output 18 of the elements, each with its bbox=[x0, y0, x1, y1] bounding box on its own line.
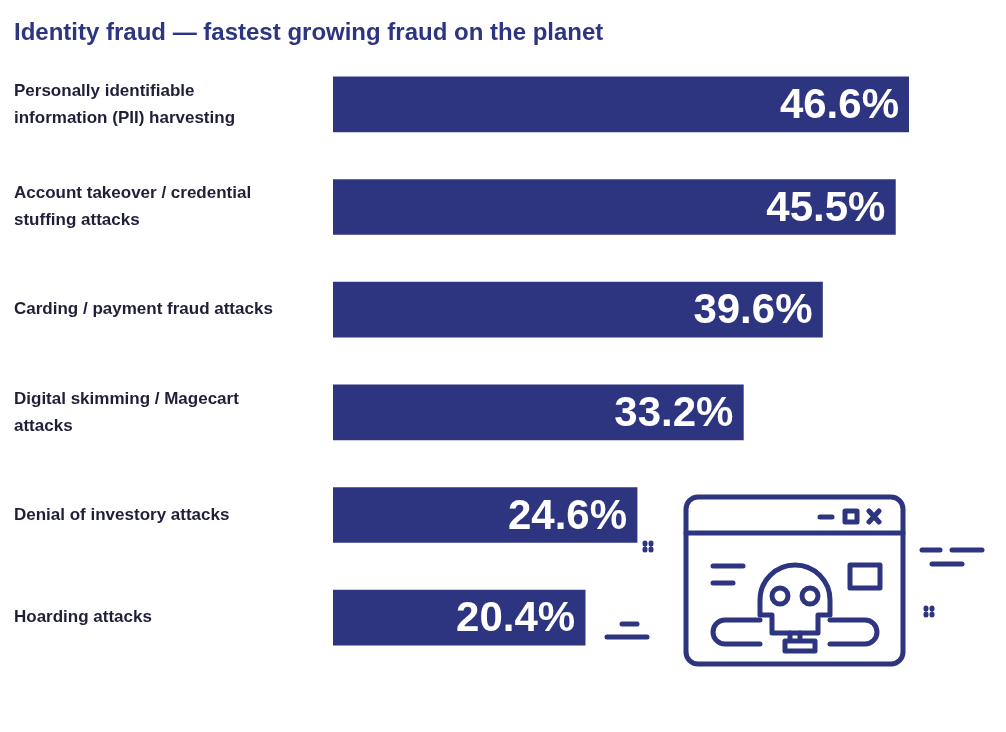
data-label: 24.6% bbox=[507, 490, 628, 538]
y-tick-label: Personally identifiable information (PII) harvesting bbox=[14, 80, 236, 127]
data-label: 39.6% bbox=[693, 285, 813, 333]
bar bbox=[333, 487, 638, 543]
bar bbox=[333, 76, 909, 133]
bar bbox=[333, 384, 744, 441]
data-label: 33.2% bbox=[614, 387, 734, 435]
data-label: 46.6% bbox=[779, 79, 899, 127]
y-tick-label: Digital skimming / Magecart attacks bbox=[14, 388, 240, 435]
bar bbox=[333, 281, 823, 338]
y-tick-label: Account takeover / credential stuffing attacks bbox=[14, 183, 252, 230]
data-label: 45.5% bbox=[766, 182, 886, 230]
bar bbox=[333, 179, 896, 235]
y-tick-label: Hoarding attacks bbox=[14, 607, 152, 627]
y-tick-label: Carding / payment fraud attacks bbox=[14, 299, 273, 319]
y-tick-label: Denial of investory attacks bbox=[14, 504, 230, 524]
chart-title: Identity fraud — fastest growing fraud on the planet bbox=[14, 17, 604, 45]
data-label: 20.4% bbox=[456, 593, 576, 641]
